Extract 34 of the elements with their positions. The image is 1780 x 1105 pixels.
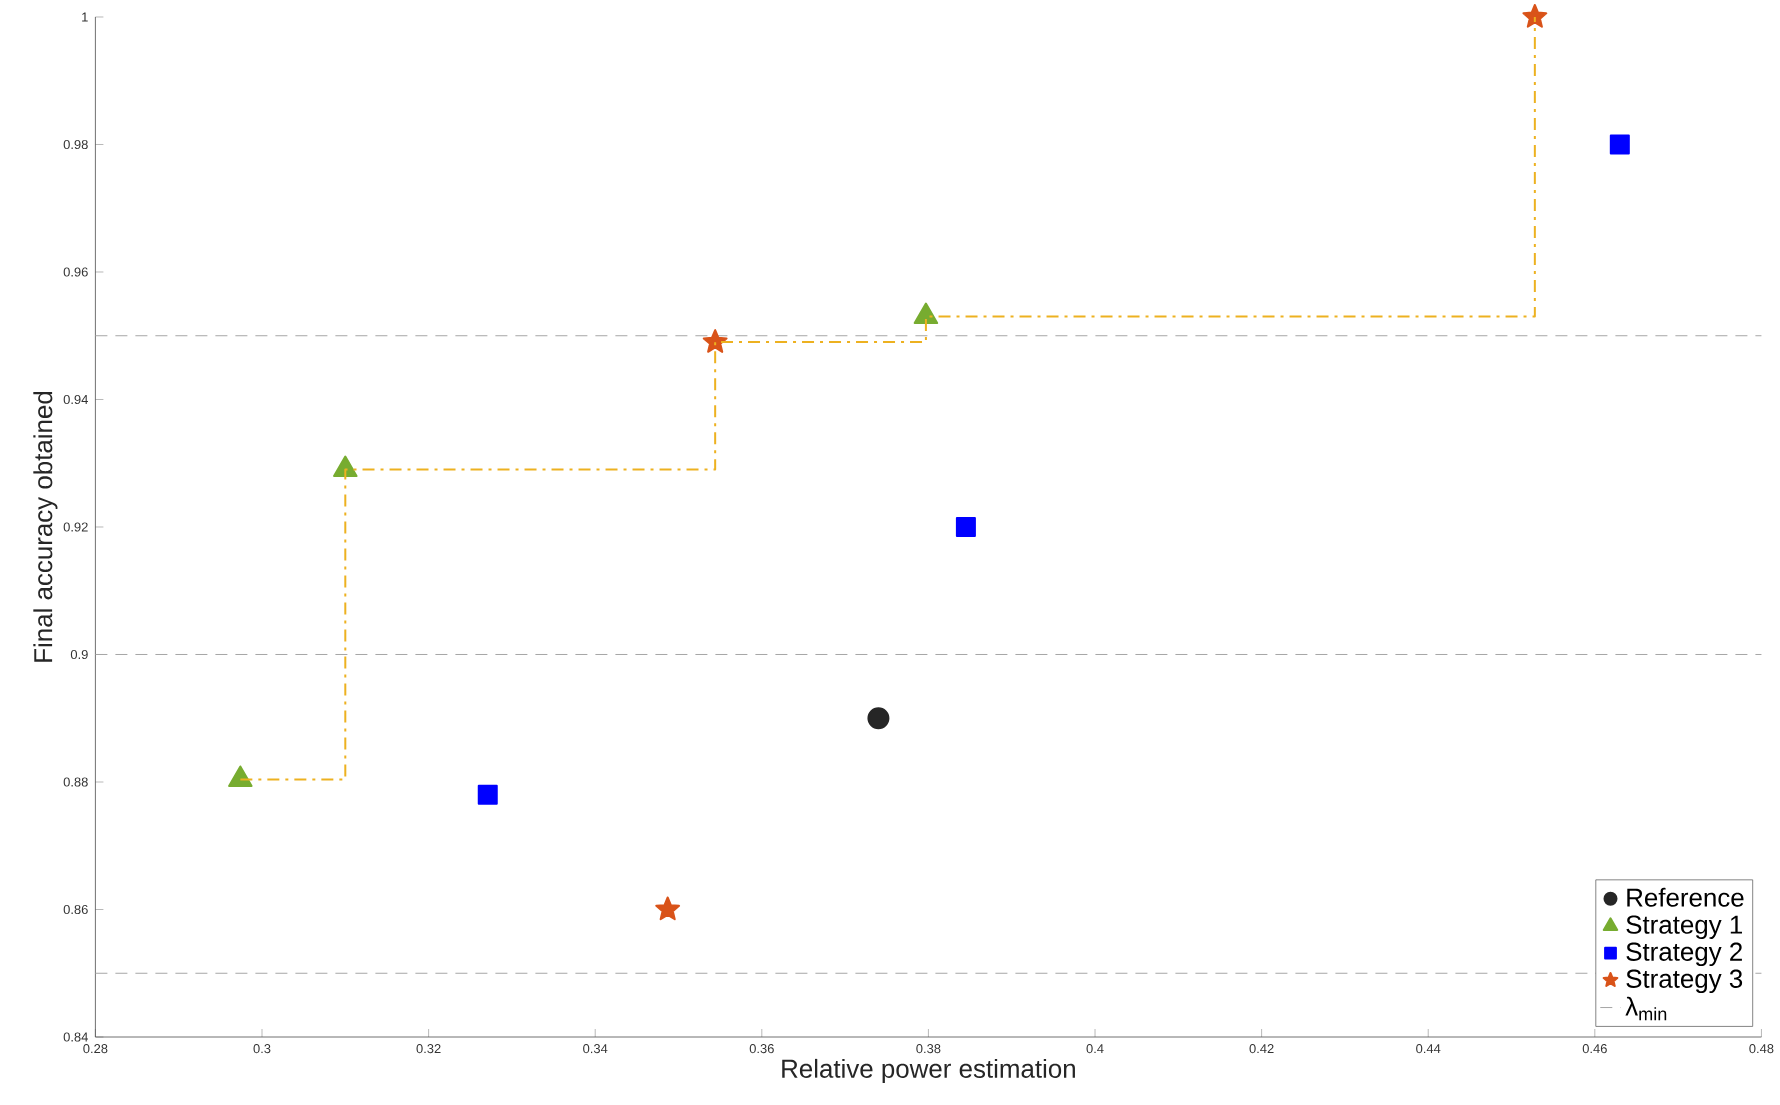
y-tick-label: 0.98 <box>63 139 88 150</box>
y-tick-label: 1 <box>82 12 88 22</box>
x-tick-label: 0.3 <box>253 1044 271 1054</box>
legend-label: Strategy 1 <box>1626 915 1742 939</box>
point <box>477 784 498 805</box>
point <box>655 896 681 921</box>
x-tick-label: 0.28 <box>83 1044 108 1054</box>
x-tick-label: 0.34 <box>583 1044 608 1054</box>
point <box>955 516 976 537</box>
legend-label: λ$_{min}$ <box>1625 996 1667 1021</box>
point <box>1609 134 1630 155</box>
y-tick-label: 0.9 <box>70 649 88 660</box>
y-tick-label: 0.92 <box>63 522 88 532</box>
x-tick-label: 0.38 <box>916 1044 941 1054</box>
x-tick-label: 0.36 <box>749 1044 774 1054</box>
legend-label: Strategy 2 <box>1626 942 1742 967</box>
x-tick-label: 0.48 <box>1749 1044 1774 1054</box>
y-axis-title: Final accuracy obtained <box>33 391 58 662</box>
x-tick-label: 0.44 <box>1416 1044 1441 1054</box>
x-tick-label: 0.4 <box>1086 1044 1104 1054</box>
point <box>1522 3 1548 28</box>
legend-label: Strategy 3 <box>1626 969 1743 994</box>
y-tick-label: 0.96 <box>63 267 88 277</box>
y-tick-label: 0.94 <box>63 394 88 405</box>
point <box>867 707 890 730</box>
x-axis-title: Relative power estimation <box>782 1058 1075 1084</box>
legend-label: Reference <box>1627 887 1744 907</box>
x-tick-label: 0.32 <box>416 1044 441 1054</box>
y-tick-label: 0.88 <box>63 777 88 787</box>
y-tick-label: 0.84 <box>63 1032 88 1042</box>
point <box>702 329 728 353</box>
x-tick-label: 0.46 <box>1582 1044 1607 1054</box>
x-tick-label: 0.42 <box>1249 1044 1274 1054</box>
y-tick-label: 0.86 <box>63 904 88 915</box>
